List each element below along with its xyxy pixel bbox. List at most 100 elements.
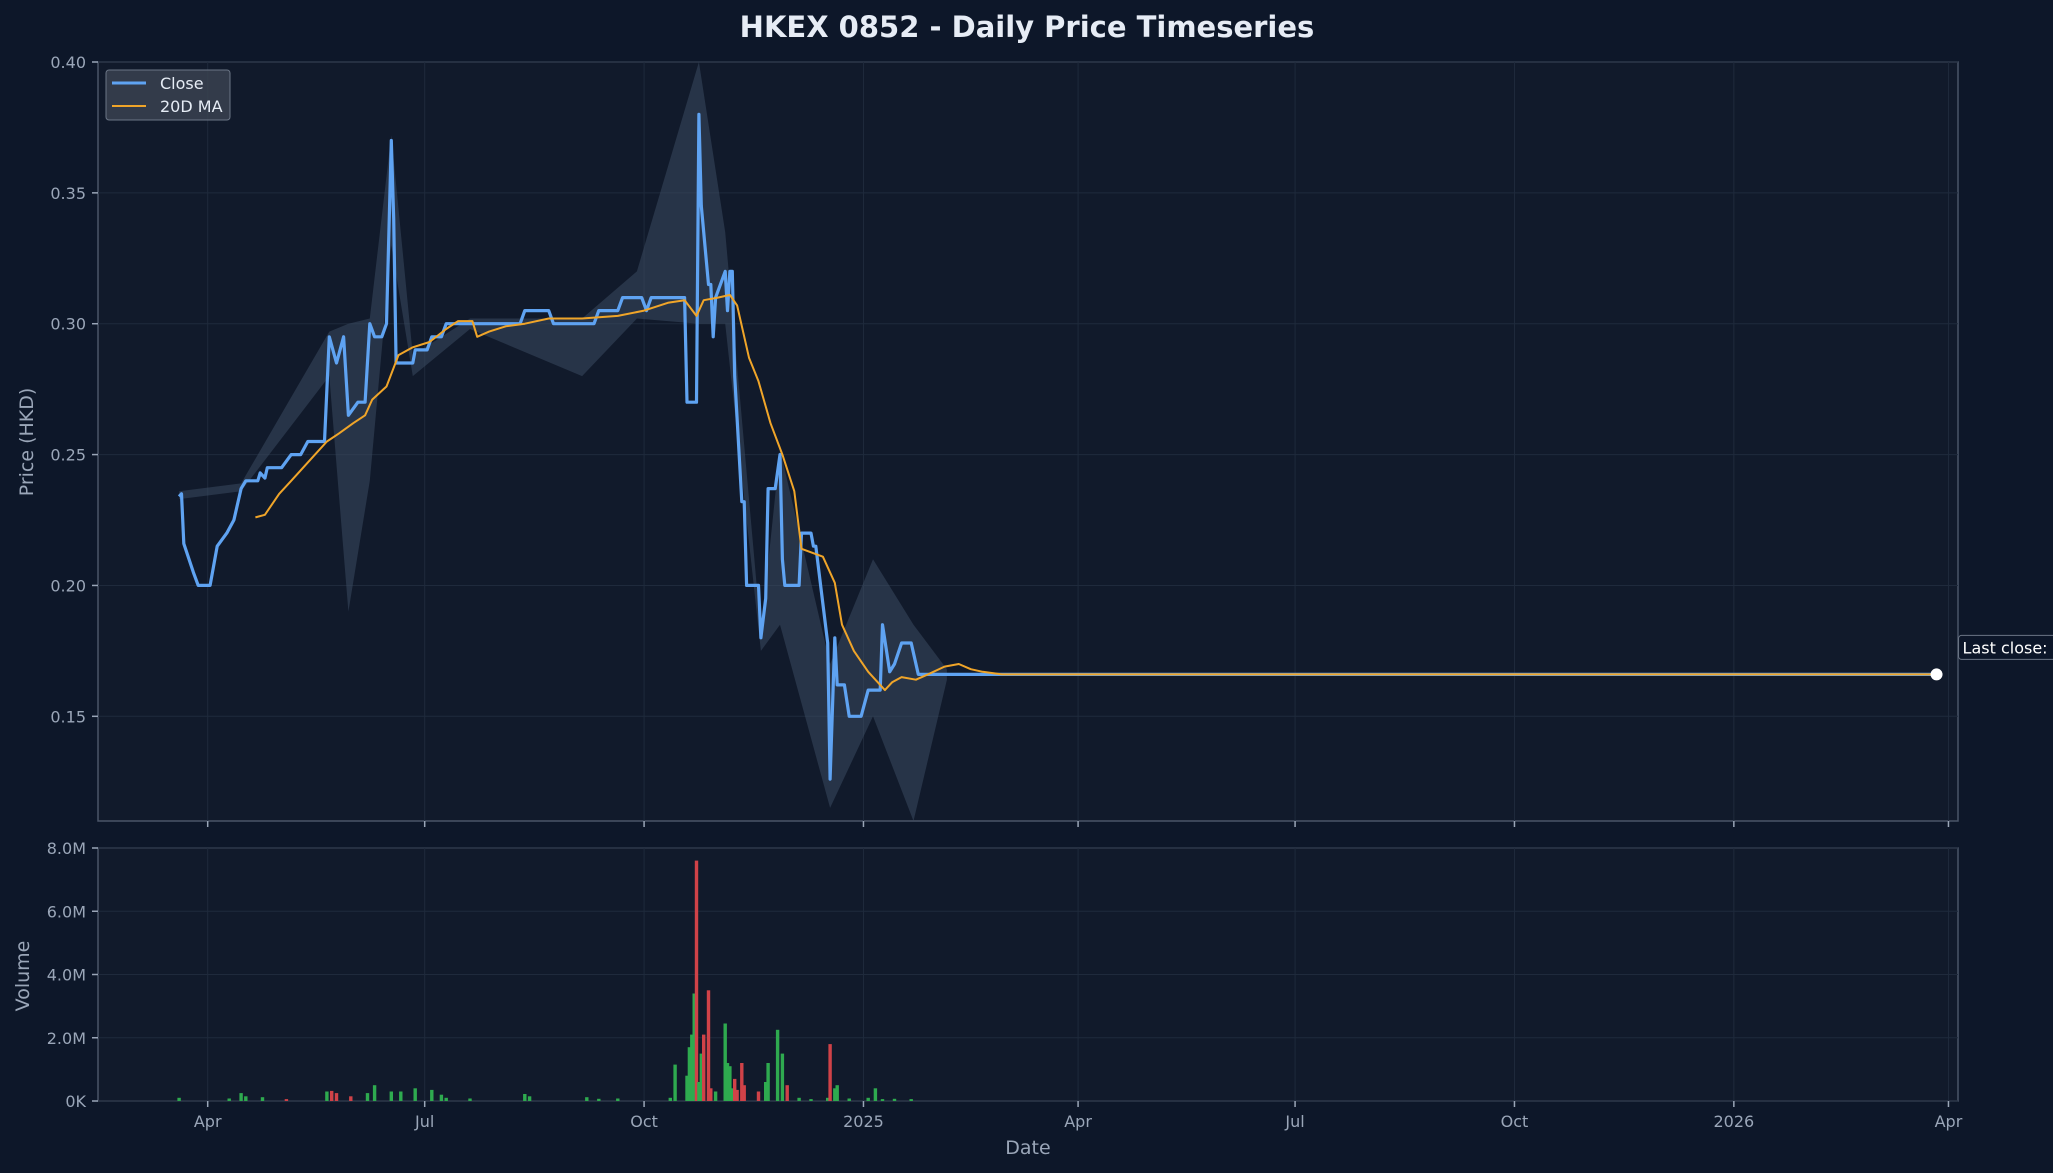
volume-bar (244, 1096, 248, 1101)
volume-bar (709, 1088, 713, 1101)
volume-bar (694, 860, 699, 1101)
volume-y-ticks: 0K 2.0M 4.0M 6.0M 8.0M (47, 839, 98, 1111)
volume-bar (597, 1098, 601, 1101)
volume-y-tick-label: 0K (65, 1092, 86, 1111)
volume-bar (699, 1053, 703, 1101)
volume-bar (325, 1091, 329, 1101)
price-grid (98, 61, 1958, 821)
last-close-annotation: Last close: 0.166 (1930, 634, 2053, 681)
volume-bar (239, 1093, 243, 1101)
x-tick-label: Apr (194, 1112, 222, 1131)
volume-bar (227, 1098, 231, 1101)
volume-bar (785, 1085, 789, 1101)
volume-bar (880, 1099, 885, 1101)
last-close-marker (1930, 668, 1943, 681)
volume-bar (330, 1090, 334, 1101)
volume-y-tick-label: 6.0M (47, 902, 86, 921)
volume-bar (775, 1029, 780, 1101)
x-tick-label: Oct (630, 1112, 658, 1131)
volume-bar (766, 1063, 770, 1101)
volume-bar (616, 1098, 620, 1101)
volume-y-axis-label: Volume (12, 941, 34, 1012)
price-y-tick-label: 0.30 (50, 315, 86, 334)
volume-bar (372, 1085, 377, 1101)
volume-bar (735, 1089, 739, 1101)
x-tick-label: Apr (1064, 1112, 1092, 1131)
volume-bar (713, 1091, 718, 1101)
x-tick-label: Oct (1501, 1112, 1529, 1131)
volume-bar (847, 1098, 851, 1101)
last-close-label: Last close: 0.166 (1963, 638, 2053, 657)
volume-bar (685, 1075, 689, 1101)
volume-y-tick-label: 2.0M (47, 1029, 86, 1048)
price-y-tick-label: 0.25 (50, 446, 86, 465)
volume-bar (809, 1099, 813, 1101)
x-tick-label: 2025 (843, 1112, 884, 1131)
volume-bar (334, 1093, 339, 1101)
volume-grid (98, 847, 1958, 1102)
price-panel (97, 61, 1959, 822)
volume-bar (873, 1088, 878, 1101)
volume-bar (177, 1097, 181, 1101)
volume-bar (399, 1091, 403, 1101)
chart-title: HKEX 0852 - Daily Price Timeseries (740, 10, 1315, 44)
volume-bar (527, 1096, 532, 1101)
volume-bar (349, 1096, 353, 1101)
volume-bar (764, 1082, 768, 1101)
volume-bar (444, 1097, 448, 1101)
legend: Close 20D MA (105, 69, 231, 121)
last-close-label-box (1958, 634, 2053, 660)
volume-bar (826, 1097, 830, 1101)
volume-bar (439, 1094, 444, 1101)
volume-bar (697, 1082, 701, 1101)
x-tick-label: Jul (1284, 1112, 1304, 1131)
volume-bar (733, 1078, 737, 1101)
volume-bar (725, 1063, 730, 1101)
volume-bar (673, 1064, 677, 1101)
volume-bar (260, 1097, 265, 1101)
volume-bar (692, 993, 696, 1101)
volume-bar (866, 1097, 870, 1101)
x-tick-label: Jul (414, 1112, 434, 1131)
volume-bar (909, 1099, 913, 1101)
x-tick-label: 2026 (1713, 1112, 1754, 1131)
volume-bar (585, 1097, 589, 1101)
volume-bar (835, 1085, 839, 1101)
volume-bar (365, 1093, 370, 1101)
volume-bar (687, 1047, 692, 1101)
volume-bar (892, 1098, 897, 1101)
volume-bar (690, 1034, 694, 1101)
ma20-line (255, 293, 1937, 692)
volume-bar (730, 1088, 734, 1101)
price-y-tick-label: 0.40 (50, 53, 86, 72)
volume-bar (389, 1091, 393, 1101)
volume-bar (742, 1085, 746, 1101)
volume-bar (797, 1097, 801, 1101)
volume-bar (413, 1088, 417, 1101)
price-y-axis-label: Price (HKD) (16, 388, 38, 497)
x-axis-label: Date (1005, 1137, 1050, 1159)
volume-bar (668, 1097, 672, 1101)
volume-bar (833, 1088, 837, 1101)
close-line (177, 112, 1937, 781)
volume-y-tick-label: 4.0M (47, 966, 86, 985)
volume-bars (177, 860, 913, 1101)
volume-bar (523, 1094, 527, 1101)
volume-bar (780, 1053, 785, 1101)
price-lines (177, 112, 1937, 781)
price-y-tick-label: 0.35 (50, 184, 86, 203)
legend-ma-label: 20D MA (160, 97, 223, 116)
volume-bar (284, 1099, 289, 1101)
volume-bar (706, 990, 711, 1101)
volume-bar (468, 1098, 472, 1101)
volume-bar (723, 1023, 727, 1101)
price-y-tick-label: 0.20 (50, 576, 86, 595)
volume-bar (756, 1091, 761, 1101)
volume-bar (702, 1034, 706, 1101)
price-y-ticks: 0.15 0.20 0.25 0.30 0.35 0.40 (50, 53, 98, 726)
volume-bar (430, 1089, 434, 1101)
volume-bar (740, 1063, 744, 1101)
legend-close-label: Close (160, 74, 204, 93)
volume-y-tick-label: 8.0M (47, 839, 86, 858)
